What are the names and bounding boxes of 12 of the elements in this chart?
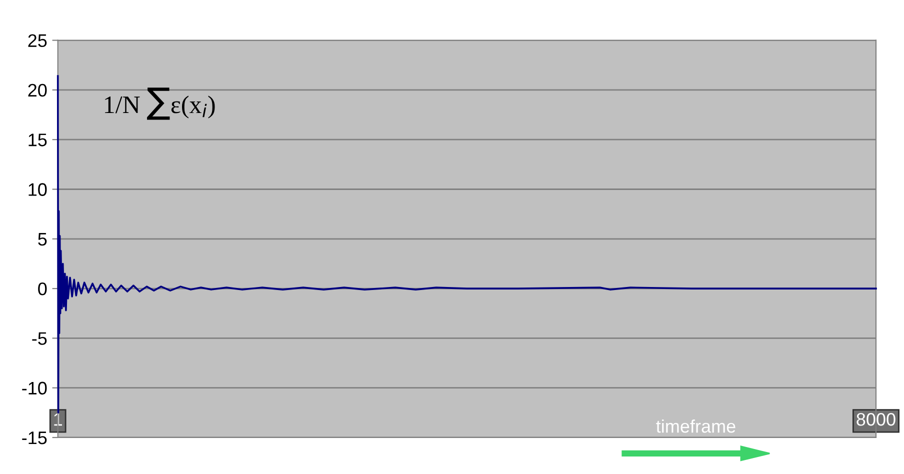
- y-tick-label: 0: [38, 282, 47, 296]
- y-tick-label: 5: [38, 233, 47, 246]
- x-tick-label: 8000: [856, 412, 896, 426]
- y-tick-label: 10: [28, 183, 47, 196]
- y-tick-label: 15: [28, 134, 47, 146]
- y-tick-label: -10: [22, 382, 47, 395]
- y-tick-label: -5: [32, 332, 47, 345]
- y-tick-label: 20: [28, 84, 47, 97]
- x-axis-title: timeframe: [656, 419, 736, 433]
- y-tick-label: 25: [28, 34, 47, 48]
- y-tick-label: -15: [22, 432, 47, 444]
- annotation: 1/N ∑ε(x$_{i}$): [105, 88, 215, 120]
